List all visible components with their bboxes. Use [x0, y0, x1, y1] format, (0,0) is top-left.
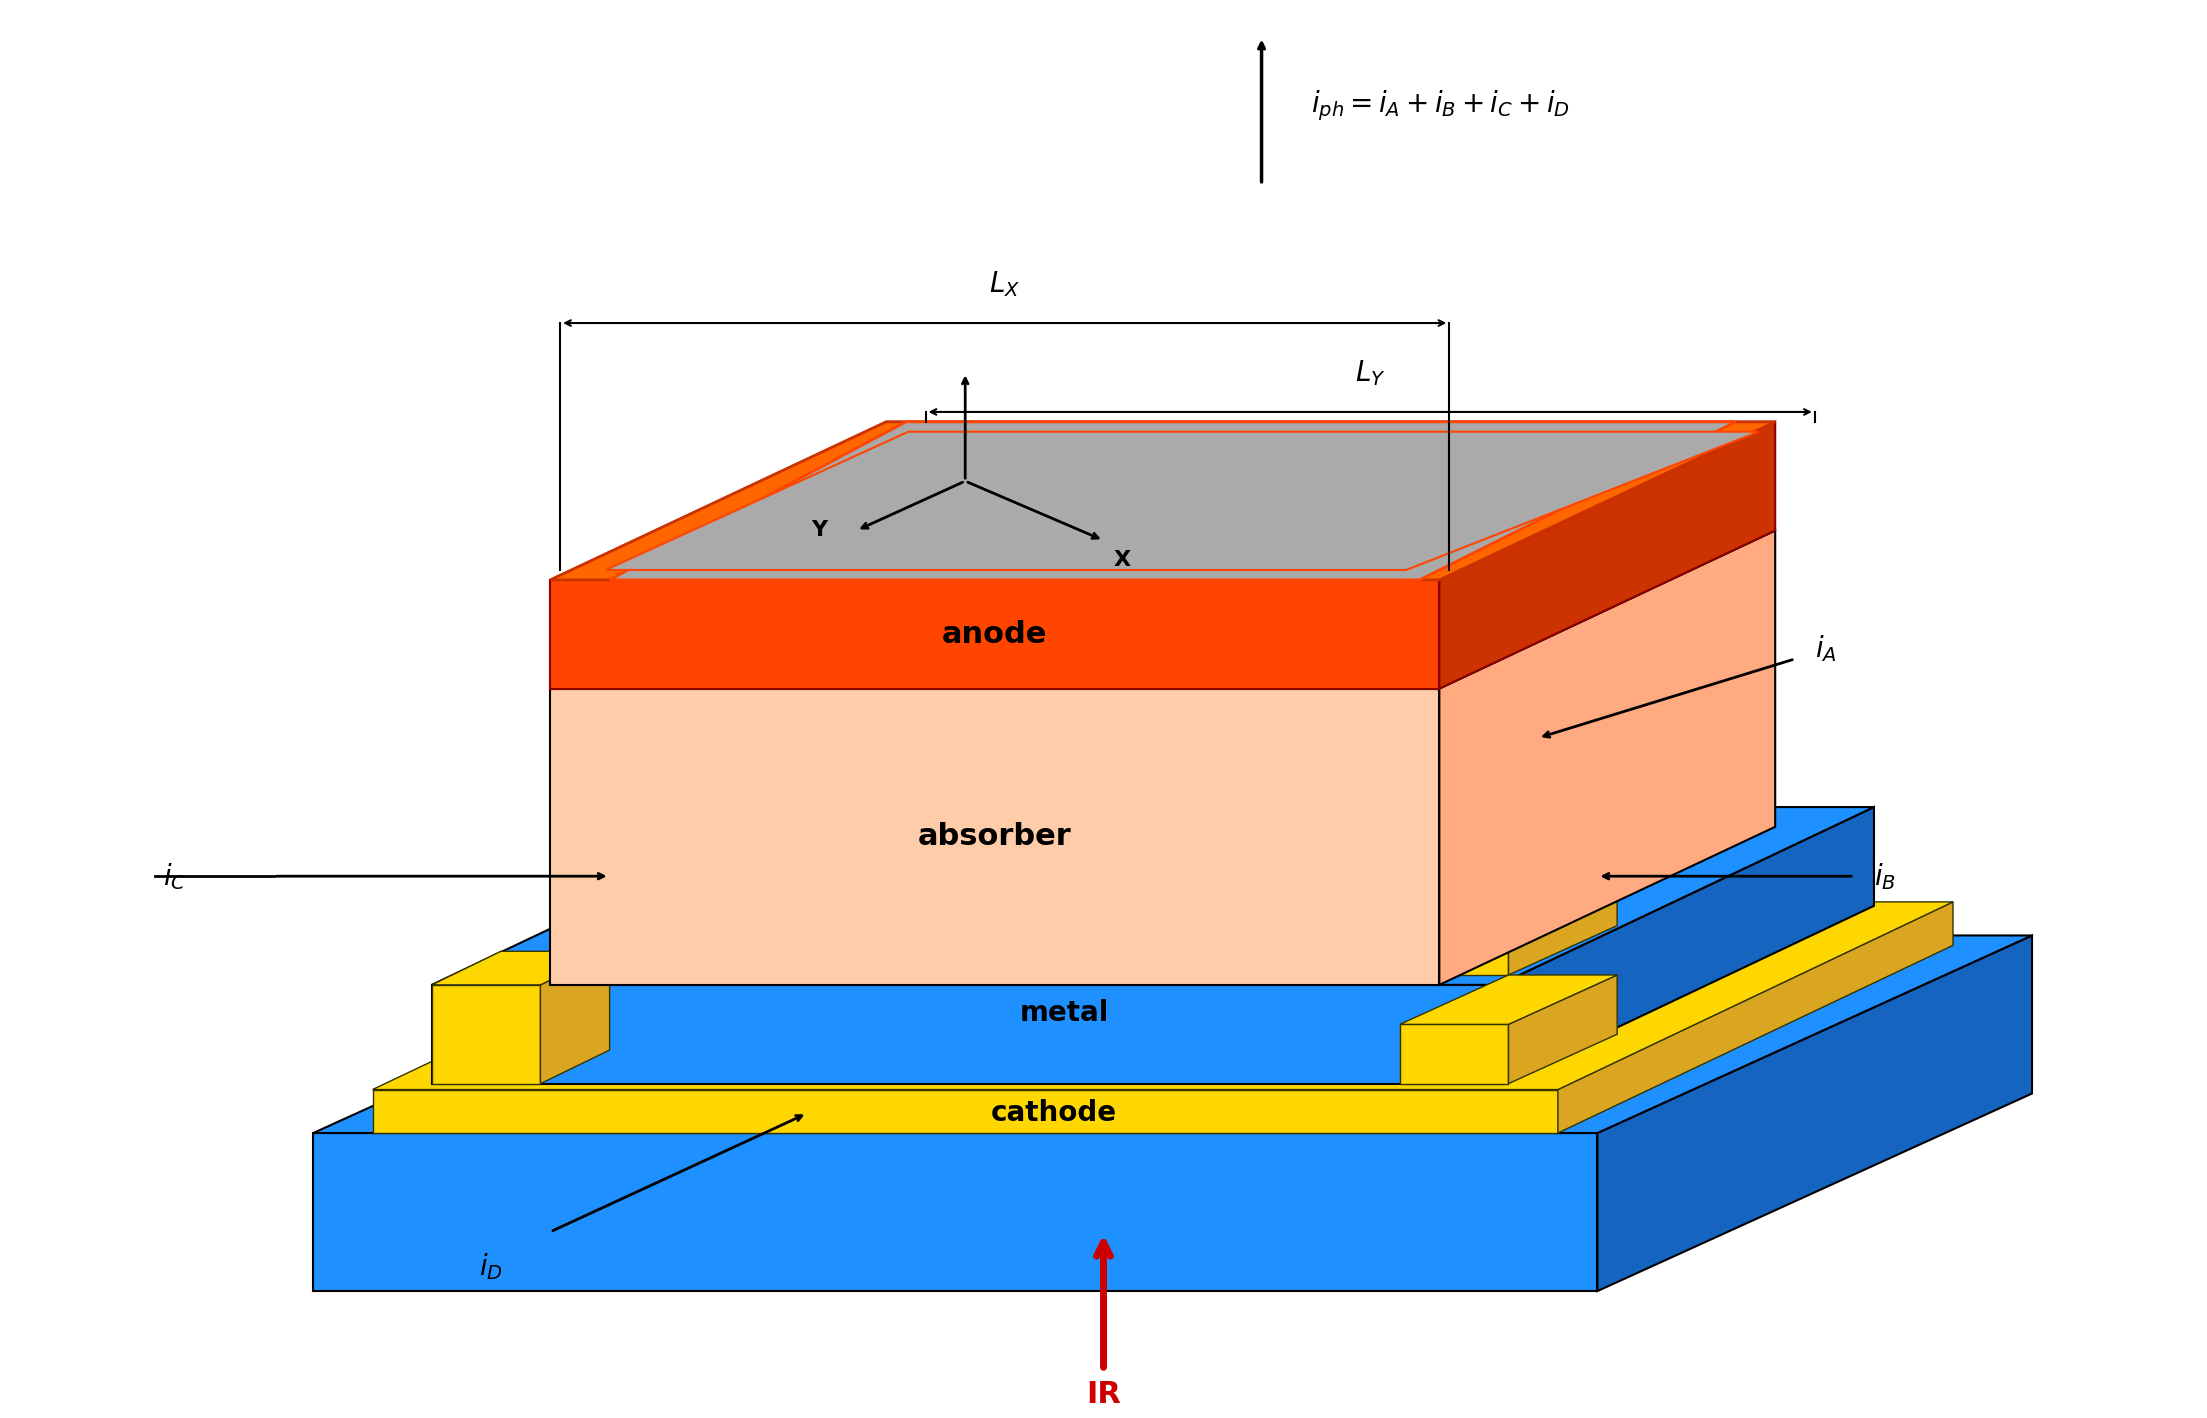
Text: Y: Y [810, 520, 828, 540]
Polygon shape [550, 689, 1439, 986]
Polygon shape [541, 951, 609, 1083]
Text: absorber: absorber [918, 822, 1073, 851]
Polygon shape [550, 421, 1774, 580]
Text: $L_Y$: $L_Y$ [1355, 359, 1386, 389]
Polygon shape [605, 431, 1759, 570]
Polygon shape [1499, 807, 1874, 1083]
Polygon shape [609, 421, 1735, 580]
Polygon shape [1399, 976, 1618, 1024]
Polygon shape [1399, 886, 1510, 976]
Text: cathode: cathode [991, 1099, 1117, 1127]
Text: $i_D$: $i_D$ [479, 1252, 503, 1282]
Polygon shape [1399, 837, 1618, 886]
Text: $i_A$: $i_A$ [1814, 634, 1836, 665]
Text: anode: anode [942, 620, 1048, 648]
Polygon shape [373, 1089, 1558, 1133]
Polygon shape [433, 807, 1874, 986]
Polygon shape [433, 951, 609, 986]
Text: X: X [1112, 550, 1130, 570]
Polygon shape [1439, 530, 1774, 986]
Text: $i_{ph} = i_A + i_B + i_C + i_D$: $i_{ph} = i_A + i_B + i_C + i_D$ [1311, 88, 1569, 123]
Polygon shape [550, 530, 1774, 689]
Polygon shape [1510, 976, 1618, 1083]
Polygon shape [550, 580, 1439, 689]
Polygon shape [550, 421, 1774, 580]
Polygon shape [433, 986, 1499, 1083]
Polygon shape [1558, 902, 1953, 1133]
Polygon shape [1598, 936, 2033, 1290]
Polygon shape [313, 1133, 1598, 1290]
Polygon shape [373, 902, 1953, 1089]
Text: $L_X$: $L_X$ [989, 269, 1020, 299]
Polygon shape [1439, 421, 1774, 689]
Polygon shape [1399, 1024, 1510, 1083]
Text: $i_C$: $i_C$ [163, 861, 188, 892]
Text: $i_B$: $i_B$ [1874, 861, 1896, 892]
Polygon shape [1510, 837, 1618, 976]
Polygon shape [433, 986, 541, 1083]
Text: IR: IR [1086, 1380, 1121, 1409]
Text: metal: metal [1020, 998, 1108, 1027]
Polygon shape [313, 936, 2033, 1133]
